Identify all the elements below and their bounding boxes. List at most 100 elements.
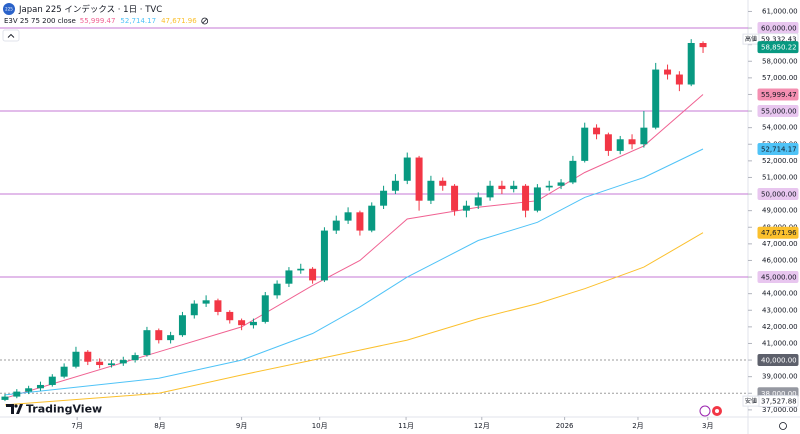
level-label: 38,000.00 xyxy=(761,390,797,398)
candle-body xyxy=(60,366,68,377)
candle-body xyxy=(25,388,33,392)
y-tick-label: 54,000.00 xyxy=(762,124,798,132)
candle-body xyxy=(368,205,376,231)
candle-body xyxy=(569,160,577,183)
candle-body xyxy=(533,187,541,211)
candle-body xyxy=(96,361,104,366)
y-tick-label: 37,000.00 xyxy=(762,406,798,414)
moving-average-line xyxy=(4,148,704,396)
candle-body xyxy=(131,355,139,361)
x-tick-label: 10月 xyxy=(312,422,328,430)
chart-title[interactable]: Japan 225 インデックス · 1日 · TVC xyxy=(18,4,162,15)
candle-body xyxy=(167,335,175,341)
candle-body xyxy=(309,268,317,281)
candle-body xyxy=(581,127,589,161)
header: 225 Japan 225 インデックス · 1日 · TVC E3V 25 7… xyxy=(2,3,209,42)
y-tick-label: 47,000.00 xyxy=(762,240,798,248)
candle-body xyxy=(380,190,388,206)
candle-body xyxy=(415,157,423,201)
candle-body xyxy=(297,268,305,271)
candle-body xyxy=(13,391,21,397)
candle-body xyxy=(664,69,672,75)
x-tick-label: 9月 xyxy=(236,422,247,430)
candle-body xyxy=(356,212,364,231)
price-tag: 高値 xyxy=(745,35,757,43)
x-tick-label: 2026 xyxy=(556,422,574,430)
candle-body xyxy=(273,283,281,296)
candle-body xyxy=(190,303,198,316)
candle-body xyxy=(439,180,447,186)
moving-average-line xyxy=(4,232,704,406)
level-label-box xyxy=(757,271,799,284)
y-tick-label: 43,000.00 xyxy=(762,306,798,314)
bottom-icons xyxy=(699,405,787,430)
y-tick-label: 51,000.00 xyxy=(762,173,798,181)
visibility-icon[interactable] xyxy=(201,17,209,25)
y-tick-label: 49,000.00 xyxy=(762,207,798,215)
price-label-box xyxy=(757,41,799,54)
candle-body xyxy=(604,134,612,151)
price-label-box xyxy=(757,143,799,156)
candle-body xyxy=(119,360,127,364)
candle-body xyxy=(652,69,660,128)
candle-body xyxy=(1,396,9,400)
alert-icon[interactable] xyxy=(699,405,711,417)
candle-body xyxy=(640,127,648,145)
candle-body xyxy=(510,185,518,190)
candle-body xyxy=(202,300,210,304)
candle-body xyxy=(143,330,151,356)
candle-body xyxy=(249,321,257,326)
x-tick-label: 11月 xyxy=(398,422,414,430)
collapse-button[interactable] xyxy=(2,29,20,42)
price-label: 55,999.47 xyxy=(761,91,797,99)
candle-body xyxy=(214,300,222,312)
candle-body xyxy=(155,330,163,341)
candle-body xyxy=(675,74,683,85)
candle-body xyxy=(226,311,234,321)
level-label: 50,000.00 xyxy=(761,191,797,199)
price-tag: 安値 xyxy=(745,397,757,405)
candle-body xyxy=(628,139,636,145)
y-tick-label: 46,000.00 xyxy=(762,256,798,264)
candle-body xyxy=(699,42,707,48)
level-label-box xyxy=(757,105,799,118)
x-tick-label: 12月 xyxy=(474,422,490,430)
moving-average-line xyxy=(4,94,704,399)
y-tick-label: 42,000.00 xyxy=(762,323,798,331)
symbol-badge-text: 225 xyxy=(5,7,13,12)
y-tick-label: 41,000.00 xyxy=(762,339,798,347)
candle-body xyxy=(391,180,399,191)
logo-mark xyxy=(6,404,23,414)
candle-body xyxy=(36,384,44,389)
logo: TradingView xyxy=(6,403,102,416)
y-tick-label: 39,000.00 xyxy=(762,373,798,381)
level-label: 55,000.00 xyxy=(761,108,797,116)
candle-body xyxy=(403,157,411,181)
price-label: 58,850.22 xyxy=(761,44,797,52)
candle-body xyxy=(48,376,56,385)
candle-body xyxy=(687,42,695,85)
plot-area xyxy=(0,27,748,406)
price-tag-box xyxy=(742,33,760,45)
candle-body xyxy=(320,230,328,281)
candle-body xyxy=(427,180,435,201)
settings-icon[interactable] xyxy=(779,422,787,430)
candle-body xyxy=(72,351,80,367)
visibility-icon-slash xyxy=(202,18,207,24)
symbol-badge[interactable] xyxy=(3,3,15,15)
price-label-box xyxy=(757,226,799,239)
candle-body xyxy=(474,197,482,206)
price-label: 59,332.43 xyxy=(761,36,797,44)
y-tick-label: 61,000.00 xyxy=(762,7,798,15)
candle-body xyxy=(285,270,293,284)
candle-body xyxy=(486,185,494,198)
candle-body xyxy=(593,127,601,135)
x-tick-label: 7月 xyxy=(71,422,82,430)
indicator-name[interactable]: E3V 25 75 200 close xyxy=(4,17,76,25)
candle-body xyxy=(84,351,92,362)
candle-body xyxy=(261,295,269,322)
candle-body xyxy=(238,320,246,326)
x-tick-label: 8月 xyxy=(154,422,165,430)
